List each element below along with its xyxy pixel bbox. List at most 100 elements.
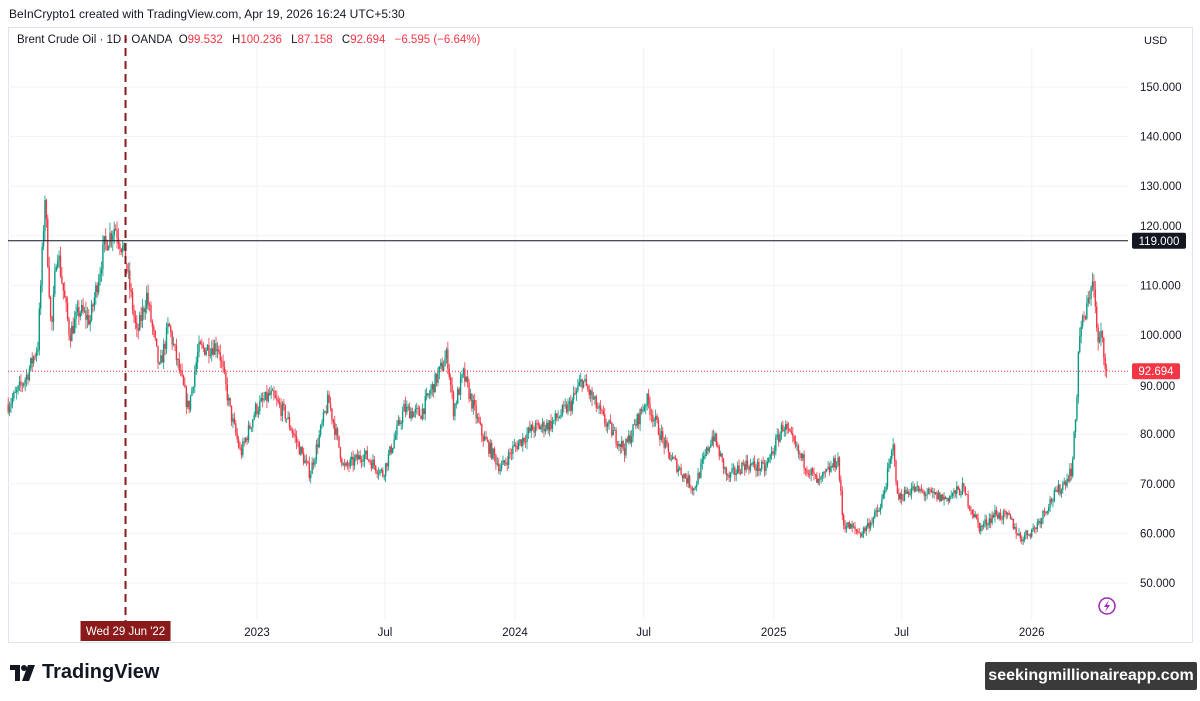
candle-body	[302, 452, 305, 464]
candle-body	[175, 345, 178, 360]
candle-body	[69, 335, 72, 342]
candle-body	[790, 431, 793, 434]
currency-label[interactable]: USD	[1144, 35, 1168, 47]
candle-body	[211, 348, 213, 355]
candle-body	[247, 425, 250, 441]
candle-body	[560, 414, 562, 418]
candle-body	[191, 388, 193, 396]
candle-body	[926, 493, 928, 496]
open-value: 99.532	[187, 34, 223, 46]
candle-body	[468, 382, 470, 400]
candle-body	[1031, 530, 1033, 537]
candle-body	[444, 358, 446, 367]
candle-body	[198, 341, 200, 353]
candle-body	[184, 384, 186, 388]
candle-body	[420, 416, 422, 420]
candle-body	[455, 403, 458, 405]
candle-body	[980, 525, 982, 532]
candle-body	[934, 492, 937, 494]
candle-body	[760, 461, 763, 470]
candle-body	[155, 338, 158, 346]
candle-body	[162, 343, 165, 363]
candle-body	[35, 351, 38, 357]
candle-body	[970, 509, 972, 511]
candle-body	[687, 475, 689, 484]
candle-body	[167, 323, 169, 328]
candle-body	[604, 414, 606, 424]
candle-body	[628, 435, 630, 442]
low-value: 87.158	[297, 34, 333, 46]
candle-body	[254, 404, 257, 416]
candle-body	[917, 485, 920, 492]
lightning-icon[interactable]	[1098, 597, 1116, 615]
candle-body	[116, 230, 118, 239]
candle-body	[267, 393, 270, 402]
candle-body	[459, 377, 462, 395]
candle-body	[157, 345, 159, 364]
candle-body	[909, 494, 911, 495]
candle-body	[744, 464, 746, 471]
candle-body	[741, 463, 743, 474]
candle-body	[1079, 336, 1081, 352]
candle-body	[1083, 316, 1085, 318]
candle-body	[421, 408, 424, 420]
y-tick-label: 120.000	[1140, 221, 1182, 233]
candle-body	[923, 491, 925, 496]
candle-body	[304, 460, 306, 464]
candle-body	[305, 460, 308, 462]
y-tick-label: 110.000	[1140, 280, 1181, 292]
candle-body	[121, 246, 124, 252]
candle-body	[964, 486, 966, 495]
candle-body	[120, 248, 122, 252]
candle-body	[684, 474, 687, 479]
candle-body	[739, 472, 742, 474]
candle-body	[519, 439, 521, 443]
candle-body	[126, 264, 128, 272]
candle-body	[951, 493, 954, 496]
crosshair-date-tag	[80, 621, 171, 641]
candle-body	[105, 236, 107, 241]
candle-body	[852, 526, 855, 528]
candle-body	[129, 270, 131, 290]
candle-body	[994, 510, 996, 518]
candle-body	[1001, 518, 1003, 520]
candle-body	[170, 326, 172, 333]
candle-body	[383, 475, 385, 477]
candle-body	[185, 387, 188, 407]
candle-body	[950, 495, 952, 497]
candle-body	[164, 343, 166, 349]
candle-body	[783, 429, 786, 432]
candle-body	[123, 243, 125, 247]
candle-body	[719, 453, 722, 457]
symbol-name[interactable]: Brent Crude Oil · 1D · OANDA	[17, 34, 173, 46]
candle-body	[806, 469, 808, 474]
candle-body	[194, 371, 196, 388]
candle-body	[1016, 534, 1019, 536]
y-tick-label: 60.000	[1140, 528, 1175, 540]
candle-body	[611, 422, 613, 436]
candle-body	[137, 328, 139, 331]
candle-body	[502, 460, 504, 466]
candle-body	[64, 290, 66, 298]
candle-body	[174, 343, 176, 346]
candle-body	[79, 312, 81, 317]
candle-body	[879, 507, 882, 512]
candle-body	[787, 428, 790, 430]
candle-body	[38, 308, 40, 350]
candle-body	[882, 493, 884, 500]
candle-body	[895, 460, 897, 482]
candle-body	[47, 218, 49, 267]
candle-body	[394, 434, 397, 440]
candle-body	[242, 441, 244, 456]
candle-body	[533, 430, 535, 433]
candle-body	[339, 447, 342, 459]
candle-body	[823, 471, 825, 474]
candle-body	[144, 308, 147, 313]
candle-body	[695, 484, 698, 488]
crosshair-date-label: Wed 29 Jun '22	[86, 626, 165, 638]
high-label: H	[232, 34, 241, 46]
candle-body	[280, 404, 282, 416]
candle-body	[188, 400, 190, 410]
candle-body	[404, 404, 407, 413]
